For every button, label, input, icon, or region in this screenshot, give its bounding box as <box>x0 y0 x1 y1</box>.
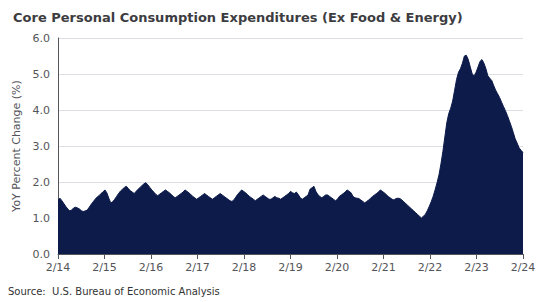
svg-text:2/17: 2/17 <box>185 261 210 274</box>
svg-text:2/16: 2/16 <box>139 261 164 274</box>
svg-text:0.0: 0.0 <box>33 248 51 261</box>
svg-text:YoY Percent Change (%): YoY Percent Change (%) <box>10 80 23 213</box>
svg-text:Source: U.S. Bureau of Econom: Source: U.S. Bureau of Economic Analysis <box>8 286 220 297</box>
svg-text:3.0: 3.0 <box>33 140 51 153</box>
svg-text:2.0: 2.0 <box>33 176 51 189</box>
svg-text:2/19: 2/19 <box>278 261 303 274</box>
svg-text:2/14: 2/14 <box>46 261 71 274</box>
svg-text:5.0: 5.0 <box>33 68 51 81</box>
svg-text:2/15: 2/15 <box>92 261 117 274</box>
svg-text:2/21: 2/21 <box>371 261 396 274</box>
svg-text:2/24: 2/24 <box>511 261 536 274</box>
svg-text:2/22: 2/22 <box>418 261 443 274</box>
svg-text:2/20: 2/20 <box>325 261 350 274</box>
svg-text:2/23: 2/23 <box>464 261 489 274</box>
svg-text:4.0: 4.0 <box>33 104 51 117</box>
svg-text:6.0: 6.0 <box>33 32 51 45</box>
svg-text:1.0: 1.0 <box>33 212 51 225</box>
svg-text:Core Personal Consumption Expe: Core Personal Consumption Expenditures (… <box>13 10 463 25</box>
svg-text:2/18: 2/18 <box>232 261 257 274</box>
